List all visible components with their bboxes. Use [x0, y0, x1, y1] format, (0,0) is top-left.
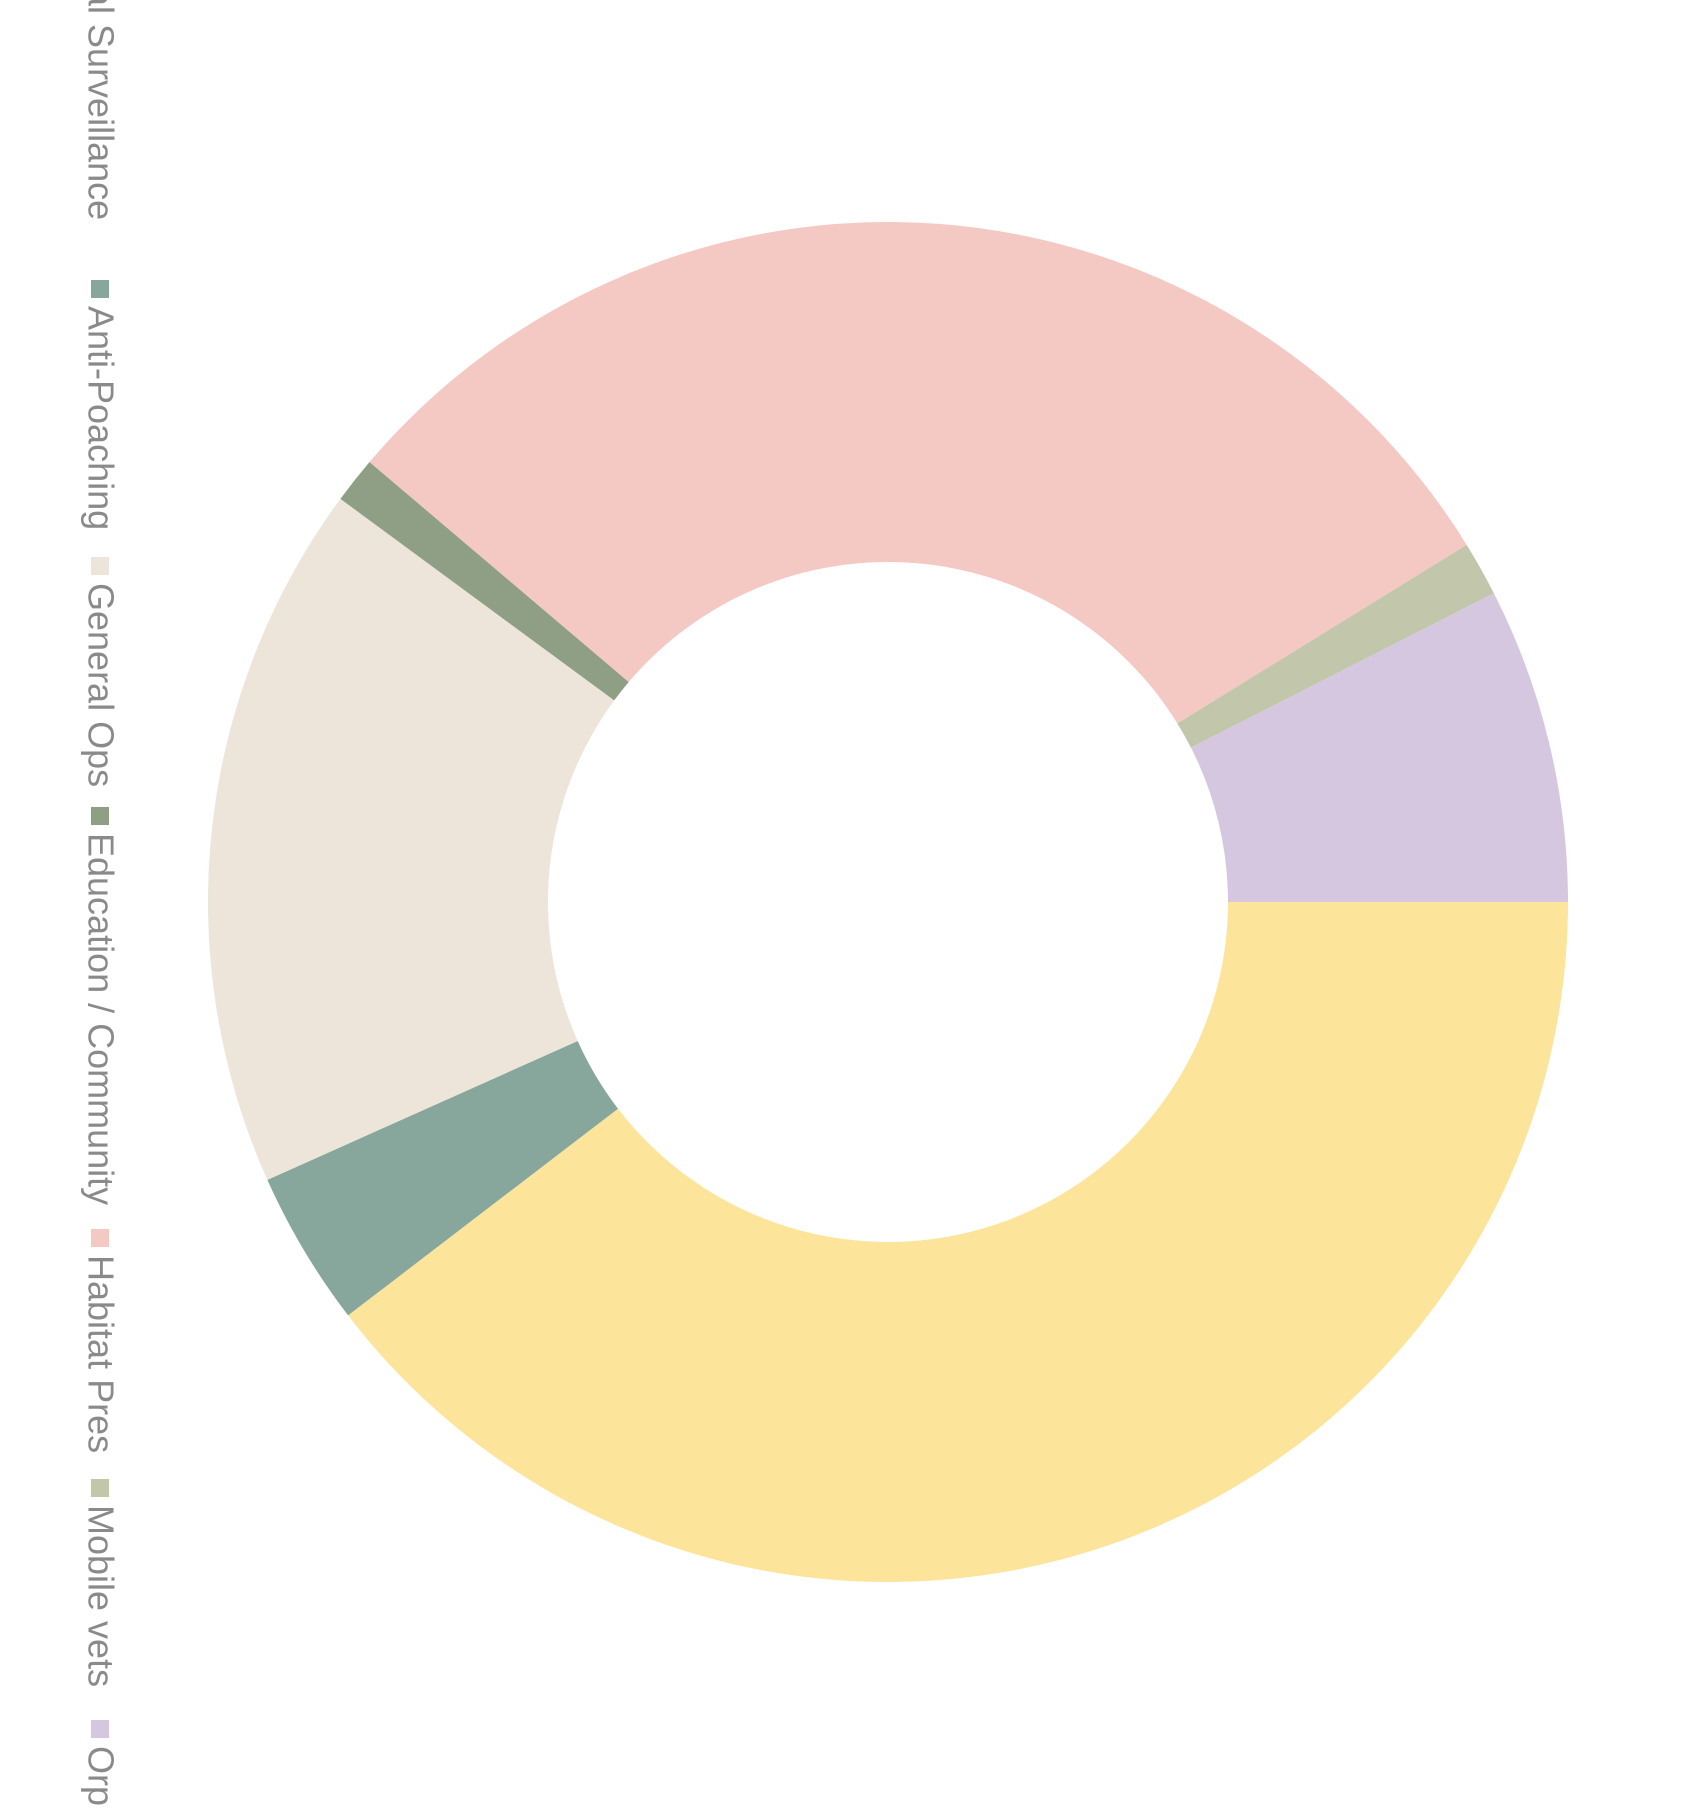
- legend-item: Habitat Pres: [80, 1229, 121, 1453]
- donut-segment: [340, 462, 629, 701]
- donut-segment: [1177, 544, 1494, 748]
- legend-item: General Ops: [80, 557, 121, 787]
- legend-swatch: [91, 807, 109, 825]
- donut-segment: [1190, 593, 1569, 902]
- legend-item: Anti-Poaching: [80, 280, 121, 530]
- donut-segment: [369, 221, 1467, 724]
- legend-label: erial Surveillance: [80, 0, 121, 220]
- legend-label: General Ops: [80, 583, 121, 787]
- donut-segment: [208, 498, 615, 1180]
- legend-label: Education / Community: [80, 833, 121, 1205]
- legend-swatch: [91, 280, 109, 298]
- legend-swatch: [91, 1479, 109, 1497]
- legend-swatch: [91, 1720, 109, 1738]
- legend-label: Orp: [80, 1746, 121, 1806]
- legend-item: erial Surveillance: [80, 0, 121, 220]
- legend-item: Mobile vets: [80, 1479, 121, 1687]
- legend-swatch: [91, 557, 109, 575]
- legend-item: Education / Community: [80, 807, 121, 1205]
- donut-segment: [348, 902, 1568, 1583]
- legend-label: Habitat Pres: [80, 1255, 121, 1453]
- legend-item: Orp: [80, 1720, 121, 1806]
- legend: erial Surveillance Anti-Poaching General O…: [80, 0, 121, 1806]
- legend-label: Anti-Poaching: [80, 306, 121, 530]
- legend-label: Mobile vets: [80, 1505, 121, 1687]
- donut-segment: [267, 1040, 619, 1316]
- legend-swatch: [91, 1229, 109, 1247]
